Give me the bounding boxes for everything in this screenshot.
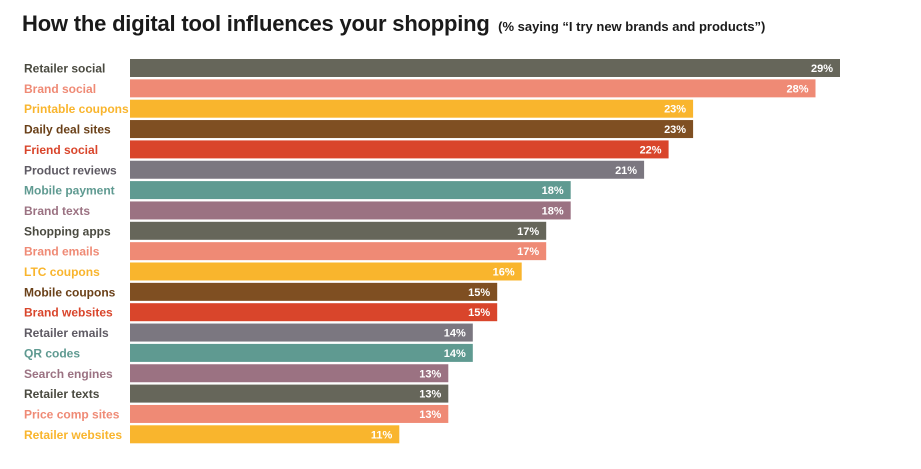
value-label: 15% xyxy=(468,307,490,319)
bar xyxy=(130,140,669,159)
bar xyxy=(130,221,547,240)
chart-title: How the digital tool influences your sho… xyxy=(22,11,490,36)
category-label: Printable coupons xyxy=(24,102,129,116)
category-label: Brand emails xyxy=(24,245,100,259)
bar xyxy=(130,343,473,362)
bar xyxy=(130,160,645,179)
category-label: Brand texts xyxy=(24,204,90,218)
value-label: 22% xyxy=(640,144,662,156)
bar xyxy=(130,262,522,281)
bar xyxy=(130,99,694,118)
bar xyxy=(130,79,816,98)
category-label: Retailer websites xyxy=(24,428,122,442)
category-label: Price comp sites xyxy=(24,407,120,421)
category-label: Search engines xyxy=(24,367,113,381)
bar xyxy=(130,425,400,444)
bar xyxy=(130,364,449,383)
bar xyxy=(130,384,449,403)
category-label: Daily deal sites xyxy=(24,123,111,137)
value-label: 17% xyxy=(517,226,539,238)
bar xyxy=(130,323,473,342)
bar xyxy=(130,201,571,220)
bar xyxy=(130,120,694,139)
value-label: 23% xyxy=(664,124,686,136)
bar xyxy=(130,303,498,322)
category-label: Mobile payment xyxy=(24,184,115,198)
category-label: Shopping apps xyxy=(24,224,111,238)
value-label: 18% xyxy=(542,205,564,217)
value-label: 18% xyxy=(542,185,564,197)
category-label: Retailer texts xyxy=(24,387,100,401)
category-label: Brand websites xyxy=(24,306,113,320)
bar xyxy=(130,404,449,423)
bar xyxy=(130,282,498,301)
category-label: Brand social xyxy=(24,82,96,96)
value-label: 17% xyxy=(517,246,539,258)
bar xyxy=(130,59,840,77)
category-label: QR codes xyxy=(24,346,80,360)
value-label: 13% xyxy=(419,368,441,380)
category-label: Retailer emails xyxy=(24,326,109,340)
chart-subtitle: (% saying “I try new brands and products… xyxy=(498,19,766,34)
value-label: 13% xyxy=(419,409,441,421)
value-label: 13% xyxy=(419,389,441,401)
value-label: 29% xyxy=(811,63,833,75)
category-label: Friend social xyxy=(24,143,98,157)
value-label: 15% xyxy=(468,287,490,299)
value-label: 11% xyxy=(371,429,393,441)
category-label: Product reviews xyxy=(24,163,117,177)
category-label: Retailer social xyxy=(24,62,105,76)
value-label: 21% xyxy=(615,165,637,177)
value-label: 14% xyxy=(444,348,466,360)
category-label: Mobile coupons xyxy=(24,285,116,299)
value-label: 23% xyxy=(664,104,686,116)
value-label: 16% xyxy=(493,267,515,279)
value-label: 14% xyxy=(444,328,466,340)
value-label: 28% xyxy=(786,83,808,95)
category-label: LTC coupons xyxy=(24,265,100,279)
chart-title-block: How the digital tool influences your sho… xyxy=(22,11,765,37)
bar xyxy=(130,242,547,261)
bar xyxy=(130,181,571,200)
